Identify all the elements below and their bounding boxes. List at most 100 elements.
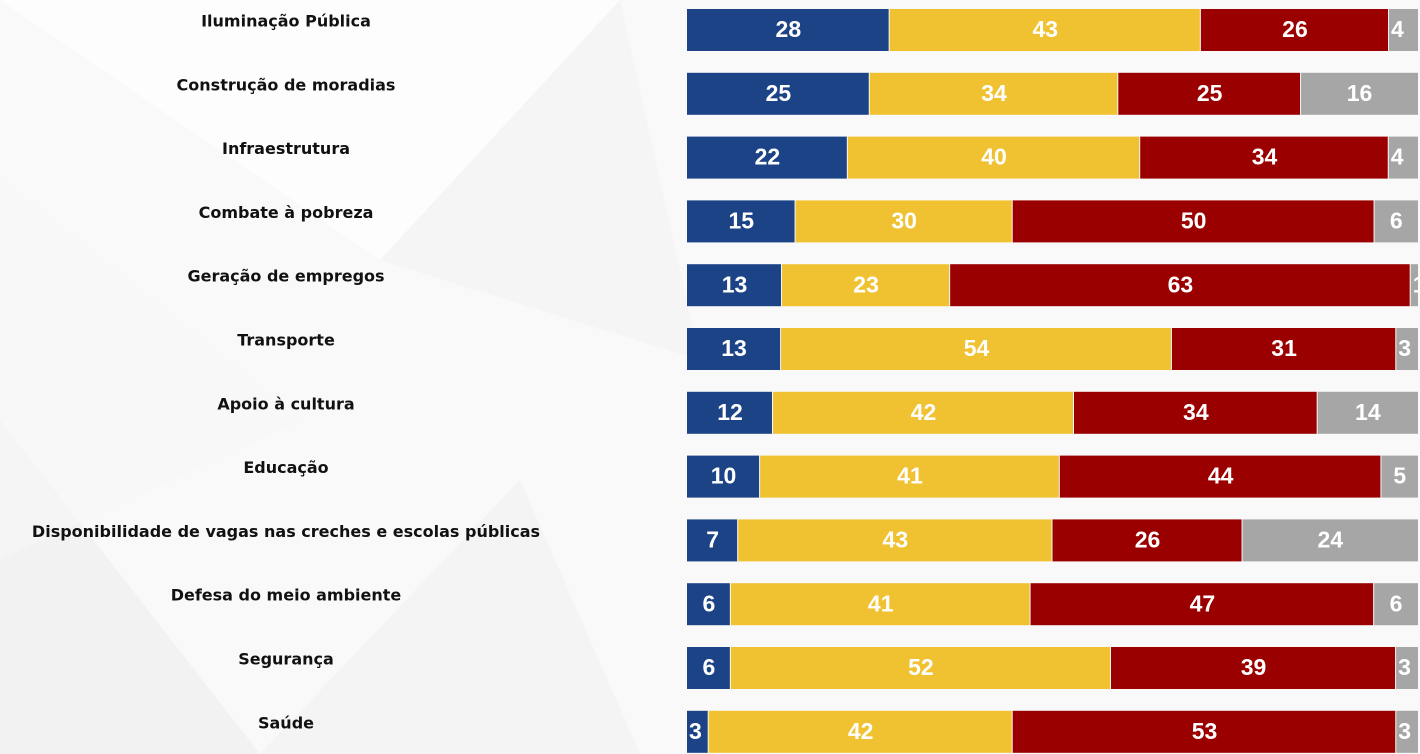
bar-value-label: 26 bbox=[1135, 526, 1161, 552]
bar-row: 6 41 47 6 bbox=[687, 583, 1418, 626]
bar-segment-series-1 bbox=[687, 200, 795, 243]
bar-value-label: 5 bbox=[1393, 463, 1406, 489]
bar-value-label: 47 bbox=[1190, 590, 1216, 616]
bar-row: 12 42 34 14 bbox=[687, 391, 1418, 434]
category-label: Iluminação Pública bbox=[201, 12, 371, 31]
bar-segment-series-3 bbox=[1118, 72, 1301, 115]
bar-row: 7 43 26 24 bbox=[687, 519, 1418, 562]
bar-segment-series-4 bbox=[1410, 264, 1418, 307]
bar-value-label: 3 bbox=[1398, 718, 1411, 744]
bar-value-label: 41 bbox=[868, 590, 894, 616]
bar-segment-series-3 bbox=[1052, 519, 1242, 562]
bar-row: 10 41 44 5 bbox=[687, 455, 1418, 498]
bar-segment-series-2 bbox=[738, 519, 1052, 562]
category-labels: Iluminação Pública Construção de moradias… bbox=[32, 12, 540, 733]
bar-segment-series-3 bbox=[950, 264, 1410, 307]
category-label: Defesa do meio ambiente bbox=[171, 586, 402, 605]
bar-segment-series-3 bbox=[1059, 455, 1381, 498]
bar-segment-series-1 bbox=[687, 710, 708, 753]
bar-value-label: 31 bbox=[1271, 335, 1297, 361]
bar-segment-series-3 bbox=[1140, 136, 1388, 179]
bar-segment-series-1 bbox=[687, 9, 889, 51]
bar-value-label: 42 bbox=[911, 399, 937, 425]
bar-value-label: 24 bbox=[1317, 526, 1343, 552]
bar-value-label: 30 bbox=[891, 207, 917, 233]
bar-segment-series-1 bbox=[687, 264, 782, 307]
bar-value-label: 13 bbox=[721, 335, 747, 361]
bar-segment-series-4 bbox=[1396, 328, 1418, 370]
bar-value-label: 43 bbox=[883, 526, 909, 552]
bar-row: 22 40 34 4 bbox=[687, 136, 1418, 179]
category-label: Disponibilidade de vagas nas creches e e… bbox=[32, 522, 540, 541]
bar-value-label: 34 bbox=[1252, 144, 1278, 170]
bar-value-label: 23 bbox=[853, 271, 879, 297]
bar-segment-series-1 bbox=[687, 583, 730, 626]
bar-segment-series-4 bbox=[1374, 200, 1418, 243]
bar-value-label: 15 bbox=[728, 207, 754, 233]
bar-row: 25 34 25 16 bbox=[687, 72, 1418, 115]
bar-value-label: 63 bbox=[1168, 271, 1194, 297]
bar-value-label: 10 bbox=[711, 463, 737, 489]
bar-segment-series-4 bbox=[1374, 583, 1418, 626]
bar-value-label: 1 bbox=[1413, 271, 1420, 297]
bar-value-label: 3 bbox=[1398, 654, 1411, 680]
bar-segment-series-2 bbox=[773, 391, 1073, 434]
category-label: Infraestrutura bbox=[222, 139, 350, 158]
bar-segment-series-4 bbox=[1317, 391, 1418, 434]
bar-segment-series-2 bbox=[795, 200, 1012, 243]
bar-segment-series-3 bbox=[1030, 583, 1374, 626]
bar-segment-series-4 bbox=[1301, 72, 1418, 115]
bar-row: 15 30 50 6 bbox=[687, 200, 1418, 243]
bar-segment-series-2 bbox=[760, 455, 1059, 498]
bar-value-label: 50 bbox=[1181, 207, 1207, 233]
bar-value-label: 25 bbox=[1197, 80, 1223, 106]
bar-value-label: 53 bbox=[1192, 718, 1218, 744]
bar-segment-series-3 bbox=[1012, 710, 1396, 753]
bar-value-label: 44 bbox=[1208, 463, 1234, 489]
bar-value-label: 22 bbox=[755, 144, 781, 170]
bar-segment-series-3 bbox=[1200, 9, 1389, 51]
bar-segment-series-1 bbox=[687, 455, 760, 498]
bar-row: 13 23 63 1 bbox=[687, 264, 1420, 307]
bar-segment-series-4 bbox=[1381, 455, 1418, 498]
bar-value-label: 7 bbox=[706, 526, 719, 552]
category-label: Educação bbox=[243, 458, 328, 477]
bar-row: 13 54 31 3 bbox=[687, 328, 1418, 370]
bar-value-label: 13 bbox=[722, 271, 748, 297]
bar-value-label: 40 bbox=[981, 144, 1007, 170]
bar-row: 28 43 26 4 bbox=[687, 9, 1418, 51]
category-label: Saúde bbox=[258, 713, 314, 732]
bar-value-label: 41 bbox=[897, 463, 923, 489]
bar-segment-series-3 bbox=[1074, 391, 1317, 434]
bar-segment-series-1 bbox=[687, 519, 738, 562]
bar-segment-series-2 bbox=[781, 328, 1171, 370]
bar-segment-series-3 bbox=[1110, 647, 1396, 689]
bar-segment-series-2 bbox=[869, 72, 1118, 115]
bar-segment-series-2 bbox=[782, 264, 950, 307]
bar-segment-series-4 bbox=[1396, 710, 1418, 753]
category-label: Geração de empregos bbox=[187, 267, 384, 286]
bar-value-label: 4 bbox=[1391, 144, 1404, 170]
bar-segment-series-2 bbox=[847, 136, 1140, 179]
bar-value-label: 14 bbox=[1355, 399, 1381, 425]
bar-value-label: 42 bbox=[848, 718, 874, 744]
bar-row: 6 52 39 3 bbox=[687, 647, 1418, 689]
bar-segment-series-3 bbox=[1171, 328, 1396, 370]
bar-segment-series-3 bbox=[1012, 200, 1374, 243]
category-label: Segurança bbox=[238, 650, 334, 669]
bar-value-label: 26 bbox=[1282, 16, 1308, 42]
bar-segment-series-1 bbox=[687, 136, 847, 179]
category-label: Combate à pobreza bbox=[199, 203, 374, 222]
bar-value-label: 6 bbox=[703, 654, 716, 680]
bar-row: 3 42 53 3 bbox=[687, 710, 1418, 753]
category-label: Construção de moradias bbox=[177, 75, 396, 94]
bar-segment-series-4 bbox=[1388, 136, 1418, 179]
bar-value-label: 6 bbox=[1390, 207, 1403, 233]
bar-segment-series-1 bbox=[687, 328, 781, 370]
bar-value-label: 6 bbox=[1390, 590, 1403, 616]
category-label: Apoio à cultura bbox=[217, 394, 354, 413]
bar-value-label: 52 bbox=[908, 654, 934, 680]
